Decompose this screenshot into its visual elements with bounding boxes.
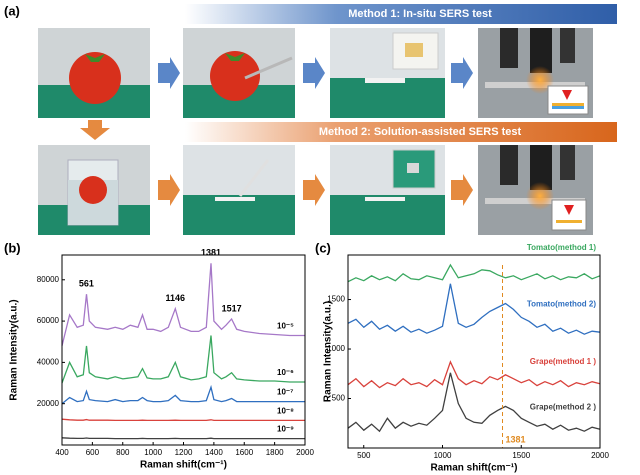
x-tick-label: 2000: [591, 451, 609, 460]
spectrum: [61, 384, 305, 405]
panel-label: (c): [315, 240, 331, 255]
photo: [183, 145, 295, 235]
x-axis-label: Raman shift(cm⁻¹): [431, 463, 518, 474]
photo: [478, 28, 593, 118]
spectrum: [61, 437, 305, 440]
series-label: 10⁻⁶: [277, 368, 294, 377]
y-tick-label: 40000: [37, 358, 60, 367]
series-label: 10⁻⁸: [277, 407, 294, 416]
x-tick-label: 1400: [205, 448, 223, 457]
x-tick-label: 500: [357, 451, 371, 460]
series-label: 10⁻⁹: [277, 425, 294, 434]
y-axis-label: Raman Intensity(a.u.): [9, 299, 20, 400]
plot-frame: [61, 254, 306, 446]
arrow: [158, 57, 473, 89]
y-axis-label: Raman Intensity(a.u.): [323, 301, 334, 402]
series-label: 10⁻⁵: [277, 322, 294, 331]
plot-frame: [347, 254, 601, 449]
arrow: [80, 120, 473, 206]
x-tick-label: 800: [116, 448, 130, 457]
y-tick-label: 20000: [37, 399, 60, 408]
peak-label: 1146: [166, 293, 186, 303]
x-axis-label: Raman shift(cm⁻¹): [140, 460, 227, 471]
x-tick-label: 1000: [434, 451, 452, 460]
photo: [330, 145, 445, 235]
series-label: Tomato(method 1): [527, 243, 597, 252]
peak-label: 1517: [222, 303, 242, 313]
y-tick-label: 500: [332, 394, 346, 403]
y-tick-label: 1000: [327, 344, 345, 353]
photo: [478, 145, 593, 235]
method-title: Method 2: Solution-assisted SERS test: [319, 126, 522, 138]
spectrum: [347, 263, 601, 283]
x-tick-label: 1600: [235, 448, 253, 457]
series-label: Grape(method 2 ): [530, 402, 597, 411]
spectrum: [61, 418, 305, 422]
series-label: 10⁻⁷: [277, 388, 293, 397]
y-tick-label: 60000: [37, 316, 60, 325]
method-title: Method 1: In-situ SERS test: [348, 8, 492, 20]
x-tick-label: 1200: [175, 448, 193, 457]
y-tick-label: 80000: [37, 275, 60, 284]
photo: [183, 28, 295, 118]
spectrum: [347, 372, 601, 433]
photo: [38, 28, 150, 118]
panel-label: (b): [4, 240, 21, 255]
banner: [185, 122, 617, 142]
photo: [330, 28, 445, 118]
x-tick-label: 2000: [296, 448, 314, 457]
marker-label: 1381: [506, 434, 526, 444]
x-tick-label: 1500: [512, 451, 530, 460]
spectrum: [347, 360, 601, 389]
series-label: Tomato(method 2): [527, 299, 597, 308]
x-tick-label: 1800: [266, 448, 284, 457]
photo: [38, 145, 150, 235]
spectrum: [61, 263, 305, 347]
panel-label: (a): [4, 3, 20, 18]
peak-label: 561: [79, 279, 94, 289]
series-label: Grape(method 1 ): [530, 357, 597, 366]
x-tick-label: 1000: [144, 448, 162, 457]
peak-label: 1381: [201, 248, 221, 258]
spectrum: [61, 335, 305, 384]
spectrum: [347, 283, 601, 335]
y-tick-label: 1500: [327, 295, 345, 304]
x-tick-label: 400: [55, 448, 69, 457]
x-tick-label: 600: [86, 448, 100, 457]
banner: [185, 4, 617, 24]
